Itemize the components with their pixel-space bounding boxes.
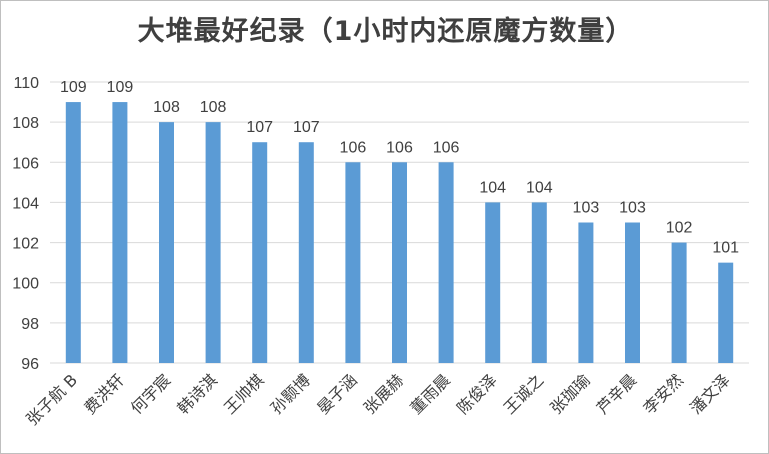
data-label: 109 [107, 79, 134, 96]
data-label: 106 [386, 139, 413, 156]
category-label: 费洪轩 [80, 370, 127, 417]
category-label: 张展赫 [360, 370, 407, 417]
category-label: 董雨晨 [407, 370, 454, 417]
category-label: 王诚之 [500, 370, 547, 417]
data-label: 106 [340, 139, 367, 156]
bar [205, 122, 221, 364]
category-label: 晏子涵 [313, 370, 360, 417]
y-tick-label: 96 [21, 356, 39, 373]
category-label: 王帅棋 [220, 370, 267, 417]
category-label: 张珈瑜 [546, 370, 593, 417]
bar [159, 122, 174, 364]
bar [298, 142, 314, 363]
y-tick-label: 110 [13, 75, 39, 92]
data-label: 103 [619, 200, 646, 217]
data-label: 108 [153, 99, 180, 116]
bar [625, 222, 640, 363]
category-label: 潘文泽 [686, 370, 733, 417]
y-tick-label: 106 [12, 155, 39, 172]
bar [392, 162, 407, 363]
y-tick-label: 104 [12, 195, 39, 212]
data-labels: 109 109 108 108 107 107 106 106 106 104 104 103 103 1… [60, 79, 739, 257]
data-label: 104 [479, 179, 506, 196]
data-label: 103 [573, 200, 600, 217]
data-label: 106 [433, 139, 460, 156]
y-tick-label: 108 [12, 115, 39, 132]
data-label: 107 [293, 119, 320, 136]
category-label: 芦辛晨 [593, 370, 640, 417]
bar [252, 142, 268, 363]
category-label: 陈俊泽 [453, 370, 500, 417]
data-label: 109 [60, 79, 87, 96]
bar [578, 222, 594, 363]
bar [671, 242, 687, 363]
chart-title: 大堆最好纪录（1小时内还原魔方数量） [137, 16, 634, 47]
data-label: 101 [712, 240, 739, 257]
bar [438, 162, 454, 363]
y-axis-ticks: 96 98 100 102 104 106 108 110 [12, 75, 39, 373]
data-label: 107 [246, 119, 273, 136]
bar [65, 102, 81, 364]
bar [531, 202, 547, 363]
bars [65, 102, 734, 364]
bar [718, 262, 734, 363]
data-label: 102 [666, 220, 693, 237]
bar [112, 102, 128, 364]
x-axis-labels: 张子航 B 费洪轩 何宇宸 韩诗淇 王帅棋 孙颢博 晏子涵 张展赫 董雨晨 陈俊泽 王诚之 张珈瑜 芦辛… [22, 370, 733, 429]
bar [485, 202, 501, 363]
category-label: 张子航 B [22, 370, 81, 429]
y-tick-label: 100 [12, 276, 39, 293]
category-label: 李安然 [640, 370, 687, 417]
y-tick-label: 98 [21, 316, 39, 333]
data-label: 104 [526, 179, 553, 196]
category-label: 孙颢博 [267, 370, 314, 417]
category-label: 韩诗淇 [174, 370, 221, 417]
data-label: 108 [200, 99, 227, 116]
y-tick-label: 102 [12, 236, 39, 253]
bar [345, 162, 361, 363]
category-label: 何宇宸 [127, 370, 174, 417]
